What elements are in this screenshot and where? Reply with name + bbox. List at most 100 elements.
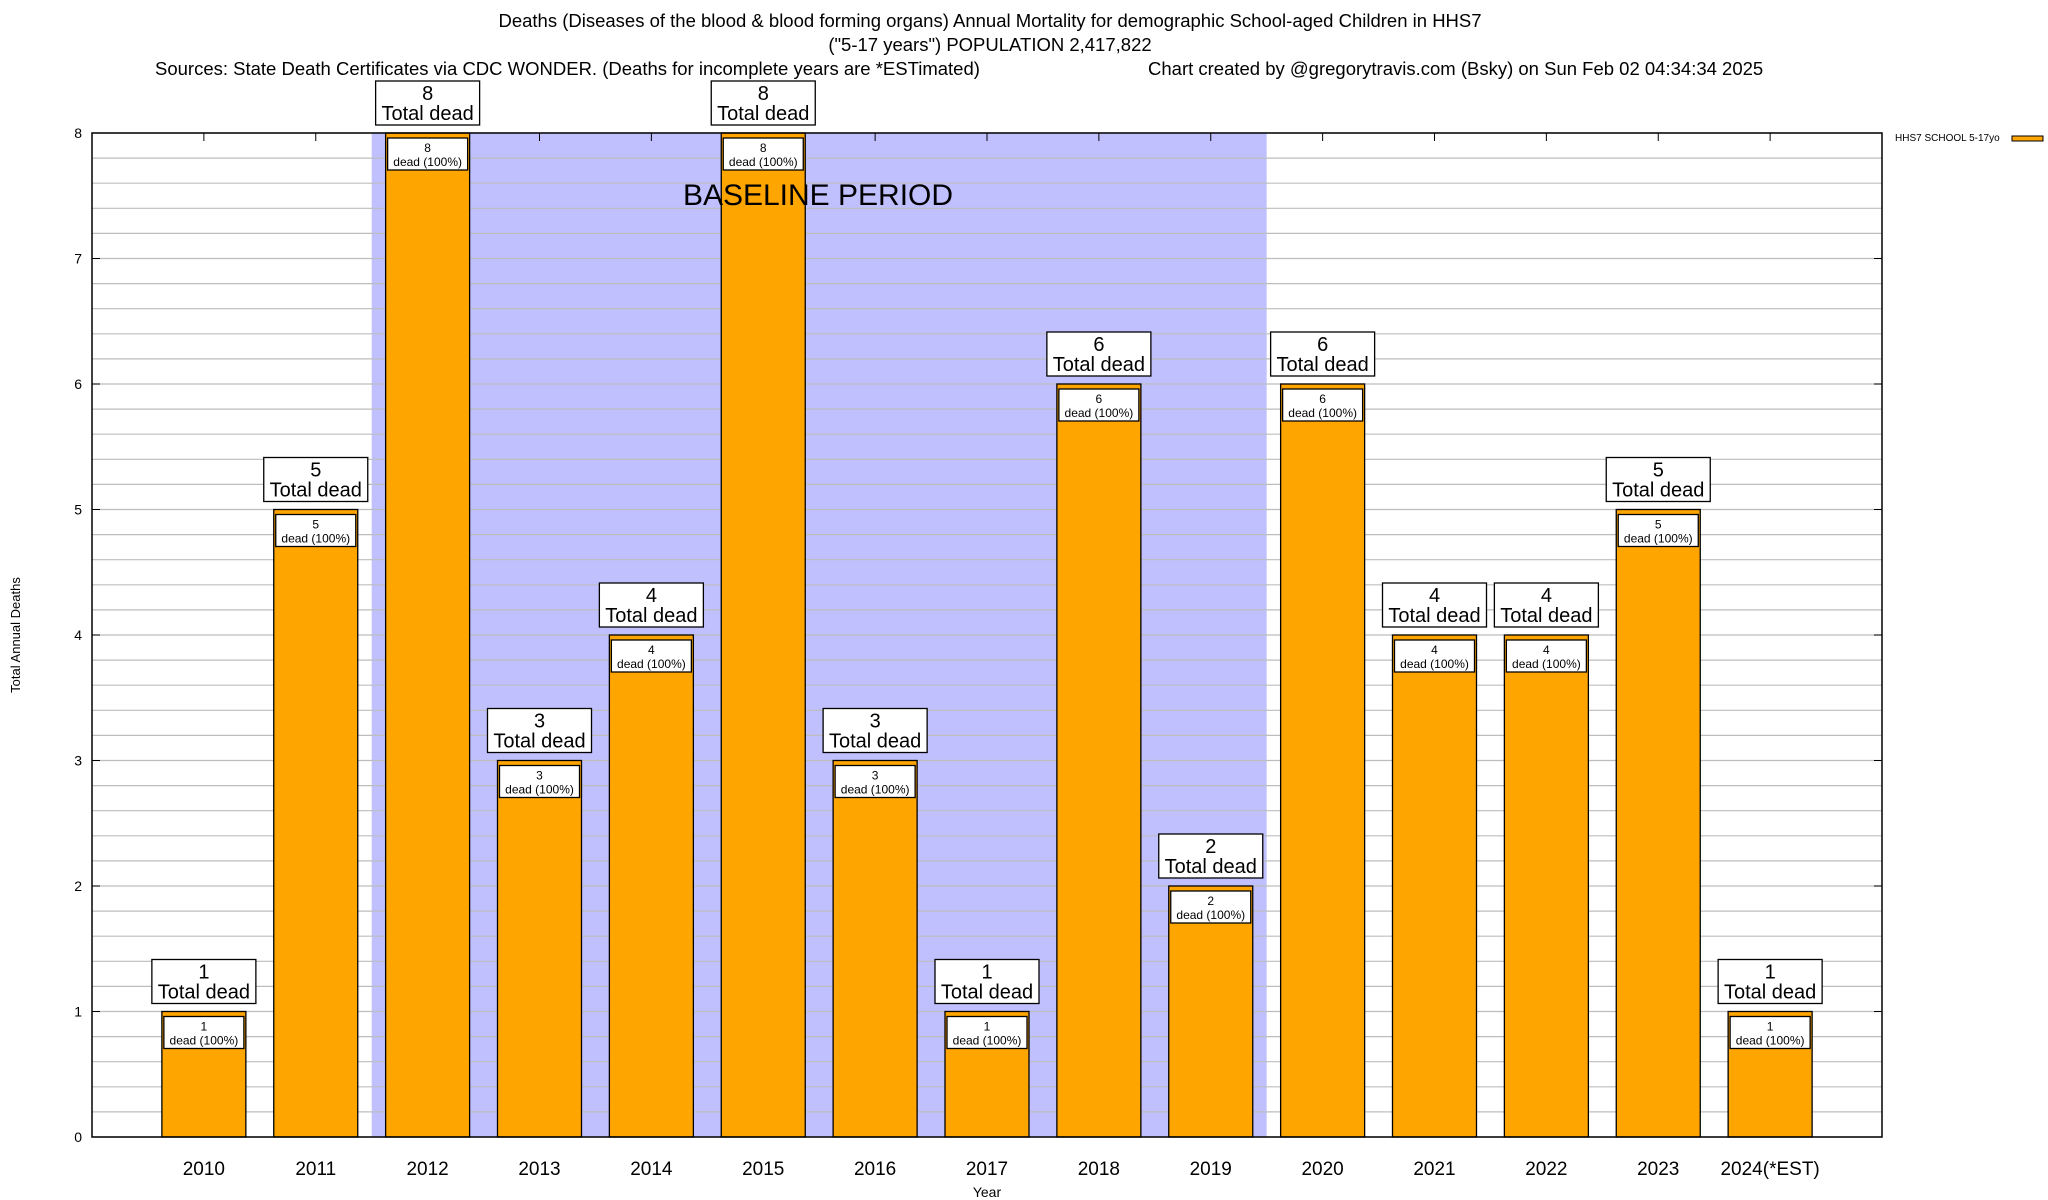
bar-top-label-box <box>710 80 816 126</box>
chart-title-line-1: Deaths (Diseases of the blood & blood fo… <box>498 10 1481 31</box>
bar-inner-label: dead (100%) <box>1288 406 1357 420</box>
bar-inner-label: dead (100%) <box>170 1034 239 1048</box>
bar-2016 <box>832 759 918 1138</box>
bar-top-label-box <box>1269 331 1376 377</box>
x-tick-label: 2018 <box>1078 1159 1120 1180</box>
bar-inner-label: dead (100%) <box>953 1034 1022 1048</box>
bar-inner-label-box <box>1505 639 1588 673</box>
bar-top-label: Total dead <box>1388 605 1480 627</box>
bar-inner-label: dead (100%) <box>1065 406 1134 420</box>
bar-top-label-box <box>1046 331 1152 377</box>
bar-top-label-box <box>1493 582 1600 628</box>
x-tick-label: 2012 <box>406 1159 448 1180</box>
bar-inner-label-box <box>1393 639 1476 673</box>
bar-2015 <box>720 132 806 1138</box>
chart-title-line-2: ("5-17 years") POPULATION 2,417,822 <box>828 34 1151 55</box>
x-axis-label: Year <box>973 1184 1002 1200</box>
x-tick-label: 2010 <box>183 1159 225 1180</box>
bar-top-label: Total dead <box>1276 354 1368 376</box>
bar-inner-label: dead (100%) <box>1176 908 1245 922</box>
bar-top-label-box <box>263 456 369 503</box>
bar-inner-value: 6 <box>1319 392 1326 406</box>
bar-2014 <box>608 634 695 1138</box>
bar-inner-label-box <box>498 764 581 799</box>
bar-top-label-box <box>1605 456 1711 503</box>
y-axis-label: Total Annual Deaths <box>8 577 23 693</box>
bar-top-label-box <box>374 80 481 126</box>
bar-inner-label: dead (100%) <box>281 532 350 546</box>
bar-inner-value: 5 <box>1655 518 1662 532</box>
bar-inner-label-box <box>1058 388 1140 422</box>
bar-2021 <box>1391 634 1478 1138</box>
bar-2013 <box>496 759 583 1138</box>
bar-inner-label: dead (100%) <box>1736 1034 1805 1048</box>
chart-sources: Sources: State Death Certificates via CD… <box>155 58 980 79</box>
bar-inner-value: 8 <box>760 141 767 155</box>
bar-top-value: 8 <box>758 83 769 105</box>
bar-top-value: 5 <box>310 460 321 482</box>
bar-top-label-box <box>486 707 593 754</box>
bar-top-value: 1 <box>198 962 209 984</box>
y-tick-label: 4 <box>74 627 82 643</box>
x-tick-label: 2017 <box>966 1159 1008 1180</box>
bar-inner-label: dead (100%) <box>1512 657 1581 671</box>
bar-top-label: Total dead <box>381 103 473 125</box>
x-tick-label: 2023 <box>1637 1159 1679 1180</box>
bar-top-label: Total dead <box>1500 605 1592 627</box>
bar-inner-label-box <box>386 137 469 171</box>
y-tick-label: 6 <box>74 376 82 392</box>
bar-top-label: Total dead <box>941 982 1033 1004</box>
bar-2020 <box>1279 383 1366 1138</box>
bar-top-value: 1 <box>981 962 992 984</box>
bar-top-value: 5 <box>1653 460 1664 482</box>
bar-inner-value: 6 <box>1096 392 1103 406</box>
x-tick-label: 2022 <box>1525 1159 1567 1180</box>
y-tick-label: 0 <box>74 1129 82 1145</box>
bar-inner-label-box <box>1729 1015 1811 1050</box>
y-tick-label: 8 <box>74 125 82 141</box>
bar-top-value: 6 <box>1093 334 1104 356</box>
bar-inner-value: 3 <box>872 769 879 783</box>
bar-top-value: 4 <box>1541 585 1552 607</box>
bar-top-label: Total dead <box>829 731 921 753</box>
bar-inner-label-box <box>1170 890 1252 924</box>
bar-2011 <box>273 508 359 1138</box>
bar-inner-value: 4 <box>1431 643 1438 657</box>
bar-top-label: Total dead <box>158 982 250 1004</box>
bar-inner-value: 1 <box>201 1020 208 1034</box>
bar-inner-label: dead (100%) <box>1624 532 1693 546</box>
x-tick-label: 2013 <box>518 1159 560 1180</box>
chart-credit: Chart created by @gregorytravis.com (Bsk… <box>1148 58 1763 79</box>
baseline-period-label: BASELINE PERIOD <box>683 179 953 212</box>
x-tick-label: 2011 <box>295 1159 336 1180</box>
bar-inner-label: dead (100%) <box>1400 657 1469 671</box>
bar-top-label: Total dead <box>270 480 362 502</box>
bar-top-value: 6 <box>1317 334 1328 356</box>
x-tick-label: 2014 <box>630 1159 673 1180</box>
bar-inner-label-box <box>722 137 804 171</box>
bar-inner-label-box <box>1281 388 1364 422</box>
x-tick-label: 2020 <box>1301 1159 1343 1180</box>
bar-2018 <box>1056 383 1142 1138</box>
x-tick-label: 2019 <box>1190 1159 1232 1180</box>
bar-inner-label-box <box>163 1015 245 1050</box>
x-tick-label: 2024(*EST) <box>1720 1159 1819 1180</box>
bar-inner-label: dead (100%) <box>729 155 798 169</box>
bar-inner-label-box <box>610 639 693 673</box>
bar-inner-label-box <box>946 1015 1028 1050</box>
bar-top-label-box <box>151 958 257 1005</box>
bar-inner-label-box <box>1617 513 1699 548</box>
bar-top-label-box <box>1158 833 1264 879</box>
bar-inner-label: dead (100%) <box>505 783 574 797</box>
bar-inner-value: 2 <box>1207 894 1214 908</box>
bar-top-label-box <box>934 958 1040 1005</box>
bar-top-value: 8 <box>422 83 433 105</box>
bar-top-value: 4 <box>1429 585 1440 607</box>
y-tick-label: 2 <box>74 878 82 894</box>
plot-border <box>91 132 1883 1138</box>
y-tick-label: 3 <box>74 753 82 769</box>
y-tick-label: 7 <box>74 251 82 267</box>
bar-inner-value: 8 <box>424 141 431 155</box>
bar-inner-value: 1 <box>984 1020 991 1034</box>
bar-top-value: 3 <box>870 711 881 733</box>
